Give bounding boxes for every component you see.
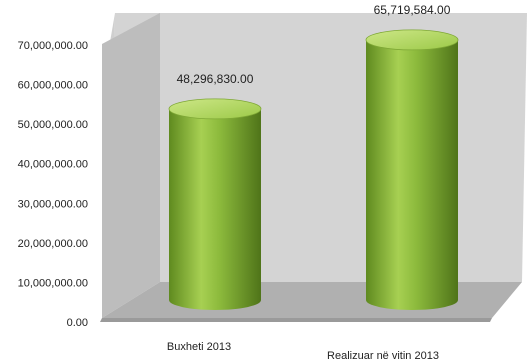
y-tick-label: 70,000,000.00 xyxy=(18,40,88,52)
cylinder-bar: 48,296,830.00 xyxy=(168,72,262,311)
cylinder-body xyxy=(366,39,458,310)
floor xyxy=(102,282,522,318)
y-tick-label: 0.00 xyxy=(67,317,88,329)
y-axis: 0.00 10,000,000.00 20,000,000.00 30,000,000… xyxy=(18,40,88,329)
y-tick-label: 50,000,000.00 xyxy=(18,119,88,131)
floor-front-edge xyxy=(100,318,492,322)
cylinder-cap xyxy=(365,29,459,51)
data-label: 48,296,830.00 xyxy=(177,72,254,86)
category-label-1: Buxheti 2013 xyxy=(167,341,231,353)
bars: 48,296,830.00 65,719,584.00 xyxy=(168,3,459,311)
data-label: 65,719,584.00 xyxy=(374,3,451,17)
y-tick-label: 60,000,000.00 xyxy=(18,80,88,92)
left-wall xyxy=(102,13,160,318)
y-tick-label: 20,000,000.00 xyxy=(18,238,88,250)
y-tick-label: 30,000,000.00 xyxy=(18,198,88,210)
y-tick-label: 40,000,000.00 xyxy=(18,159,88,171)
y-tick-label: 10,000,000.00 xyxy=(18,277,88,289)
cylinder-body xyxy=(169,108,261,311)
cylinder-cap xyxy=(168,98,262,120)
category-label-2: Realizuar në vitin 2013 xyxy=(327,350,439,362)
cylinder-bar: 65,719,584.00 xyxy=(365,3,459,310)
